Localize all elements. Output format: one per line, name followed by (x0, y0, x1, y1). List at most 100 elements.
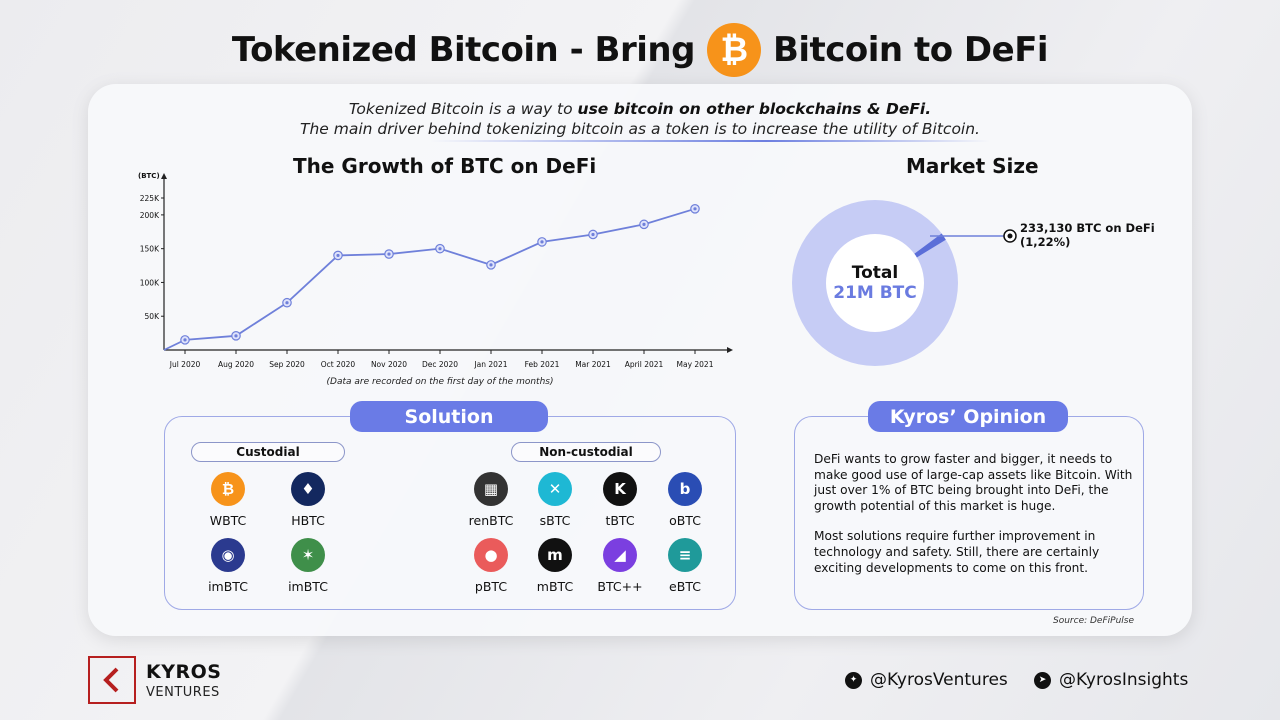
title-right: Bitcoin to DeFi (772, 30, 1049, 70)
kyros-chevron-icon (103, 667, 119, 693)
btcpp-icon: ◢ (603, 538, 637, 572)
token-item: ♦ HBTC (273, 472, 343, 528)
x-tick-label: May 2021 (677, 360, 714, 369)
intro-divider (430, 140, 990, 142)
defi-slice-layer (914, 233, 946, 258)
twitter-handle[interactable]: ✦ @KyrosVentures (845, 670, 1008, 690)
donut-total-value: 21M BTC (833, 283, 917, 303)
noncustodial-label: Non-custodial (511, 442, 661, 462)
growth-chart-title: The Growth of BTC on DeFi (293, 154, 597, 178)
chart-note: (Data are recorded on the first day of t… (326, 377, 554, 387)
bitcoin-icon: ₿ (706, 23, 761, 77)
data-point-center (285, 301, 289, 305)
brand-subtitle: VENTURES (146, 685, 220, 700)
x-tick-label: Nov 2020 (371, 360, 407, 369)
data-point-center (591, 232, 595, 237)
x-tick-label: Sep 2020 (269, 360, 305, 369)
y-axis-arrow (161, 173, 167, 179)
source-note: Source: DeFiPulse (1053, 616, 1135, 626)
intro-line-2: The main driver behind tokenizing bitcoi… (299, 120, 980, 138)
twitter-handle-text: @KyrosVentures (870, 670, 1008, 690)
data-point-center (540, 240, 544, 244)
tbtc-icon: K (603, 472, 637, 506)
x-tick-label: Dec 2020 (422, 360, 458, 369)
brand-name: KYROS (146, 661, 222, 683)
intro-line-1: Tokenized Bitcoin is a way to use bitcoi… (88, 99, 1192, 119)
market-size-title: Market Size (906, 154, 1039, 178)
y-axis-label: (BTC) (138, 172, 160, 180)
pbtc-icon: ● (474, 538, 508, 572)
defi-slice (914, 233, 946, 258)
token-label: tBTC (605, 513, 635, 528)
x-tick-label: Jul 2020 (169, 360, 201, 369)
opinion-paragraph-2: Most solutions require further improveme… (814, 529, 1100, 575)
custodial-label: Custodial (191, 442, 345, 462)
renbtc-icon: ▦ (474, 472, 508, 506)
x-tick-label: Mar 2021 (575, 360, 611, 369)
data-point-center (438, 247, 442, 251)
data-point-center (387, 252, 391, 256)
opinion-text: DeFi wants to grow faster and bigger, it… (814, 452, 1134, 576)
token-item: ● pBTC (456, 538, 526, 594)
token-item: ◉ imBTC (193, 538, 263, 594)
data-point-center (336, 253, 340, 258)
telegram-handle[interactable]: ➤ @KyrosInsights (1034, 670, 1188, 690)
series-line (163, 207, 696, 351)
token-label: mBTC (536, 579, 574, 594)
y-tick-label: 100K (140, 278, 160, 287)
market-donut: Total 21M BTC (792, 200, 958, 366)
token-item: ◢ BTC++ (585, 538, 655, 594)
growth-line-chart: (BTC) 50K 100K 150K 200K 225K Jul 2020 Aug 2020… (138, 172, 733, 369)
market-callout-label: 233,130 BTC on DeFi (1,22%) (1020, 221, 1155, 249)
x-tick-label: April 2021 (625, 360, 664, 369)
token-label: sBTC (539, 513, 571, 528)
token-item: m mBTC (520, 538, 590, 594)
market-callout-line-2: (1,22%) (1020, 235, 1071, 249)
opinion-paragraph-1: DeFi wants to grow faster and bigger, it… (814, 452, 1133, 513)
title-left: Tokenized Bitcoin - Bring (231, 30, 696, 70)
market-callout-line-1: 233,130 BTC on DeFi (1020, 221, 1155, 235)
telegram-handle-text: @KyrosInsights (1059, 670, 1189, 690)
token-item: ▦ renBTC (456, 472, 526, 528)
y-tick-label: 50K (145, 312, 161, 321)
token-item: ₿ WBTC (193, 472, 263, 528)
wbtc-icon: ₿ (211, 472, 245, 506)
donut-center: Total 21M BTC (826, 234, 924, 332)
twitter-icon: ✦ (845, 671, 862, 689)
token-label: imBTC (288, 579, 328, 594)
token-label: renBTC (468, 513, 514, 528)
token-item: b oBTC (650, 472, 720, 528)
imbtc-icon: ◉ (211, 538, 245, 572)
sbtc-icon: ✕ (538, 472, 572, 506)
token-item: ✶ imBTC (273, 538, 343, 594)
opinion-pill: Kyros’ Opinion (868, 401, 1068, 432)
data-point-center (489, 263, 493, 267)
page-title: Tokenized Bitcoin - Bring ₿ Bitcoin to D… (0, 22, 1280, 78)
solution-pill: Solution (350, 401, 548, 432)
data-point-center (183, 338, 187, 342)
ebtc-icon: ≡ (668, 538, 702, 572)
hbtc-icon: ♦ (291, 472, 325, 506)
intro-line-1-bold: use bitcoin on other blockchains & DeFi. (577, 100, 932, 118)
donut-total-label: Total (851, 263, 899, 283)
x-tick-label: Jan 2021 (473, 360, 507, 369)
telegram-icon: ➤ (1034, 671, 1051, 689)
x-axis-arrow (727, 347, 733, 353)
token-item: ✕ sBTC (520, 472, 590, 528)
market-callout-connector (930, 229, 1017, 243)
token-label: WBTC (209, 513, 247, 528)
imbtc-alt-icon: ✶ (291, 538, 325, 572)
x-tick-label: Oct 2020 (321, 360, 356, 369)
token-item: ≡ eBTC (650, 538, 720, 594)
data-point-center (642, 222, 646, 226)
mbtc-icon: m (538, 538, 572, 572)
data-point-center (234, 334, 238, 338)
token-label: oBTC (669, 513, 701, 528)
data-point-center (693, 207, 697, 211)
intro-text: Tokenized Bitcoin is a way to use bitcoi… (88, 99, 1192, 139)
x-tick-label: Aug 2020 (218, 360, 254, 369)
token-label: HBTC (291, 513, 325, 528)
token-label: imBTC (208, 579, 248, 594)
y-tick-label: 200K (140, 211, 160, 220)
